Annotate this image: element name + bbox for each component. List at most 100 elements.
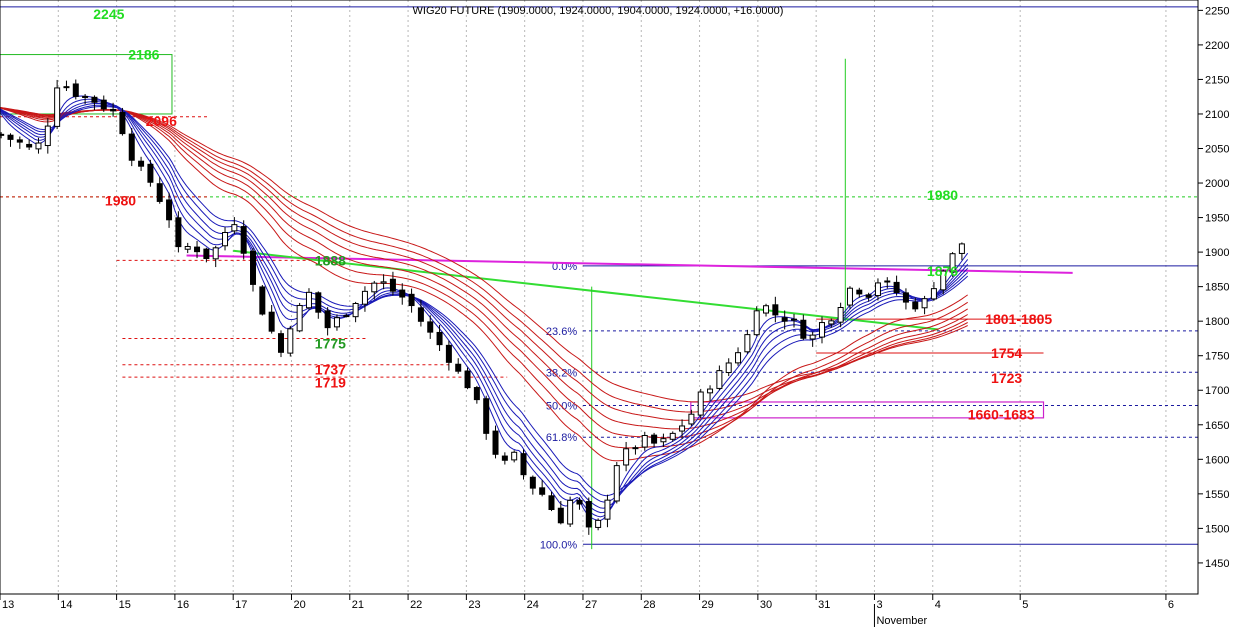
candle-body xyxy=(613,465,620,502)
candle-body xyxy=(464,370,471,389)
candle-body xyxy=(669,432,676,440)
price-annotation: 2096 xyxy=(146,113,177,129)
candle-body xyxy=(315,292,322,313)
candle-body xyxy=(707,388,714,394)
fib-label: 23.6% xyxy=(546,326,577,338)
candle-body xyxy=(492,430,499,455)
x-tick-label: 15 xyxy=(119,599,131,611)
candle-body xyxy=(641,435,648,448)
candle-body xyxy=(250,250,257,285)
candle-body xyxy=(119,111,126,135)
y-tick-label: 2050 xyxy=(1205,144,1229,156)
x-tick-label: 28 xyxy=(643,599,655,611)
y-tick-label: 2000 xyxy=(1205,178,1229,190)
candle-body xyxy=(865,294,872,298)
candle-body xyxy=(371,282,378,293)
candle-body xyxy=(688,413,695,425)
candle-body xyxy=(128,133,135,161)
candle-body xyxy=(921,298,928,309)
candle-body xyxy=(576,499,583,505)
y-tick-label: 1600 xyxy=(1205,454,1229,466)
candle-body xyxy=(725,362,732,374)
candle-body xyxy=(511,451,518,461)
price-annotation: 2186 xyxy=(128,47,159,63)
y-tick-label: 2100 xyxy=(1205,109,1229,121)
y-tick-label: 1750 xyxy=(1205,351,1229,363)
candle-body xyxy=(408,293,415,307)
guide-lines: 0.0%23.6%38.2%50.0%61.8%100.0% xyxy=(0,6,1198,551)
candle-body xyxy=(445,344,452,363)
y-tick-label: 1700 xyxy=(1205,385,1229,397)
green-range-box xyxy=(0,54,173,115)
candle-body xyxy=(595,519,602,528)
y-tick-label: 2150 xyxy=(1205,74,1229,86)
candle-body xyxy=(16,139,23,143)
candle-body xyxy=(846,287,853,306)
candle-body xyxy=(44,125,51,147)
candle-body xyxy=(35,142,42,150)
candle-body xyxy=(483,398,490,434)
trend-line-green xyxy=(233,249,939,331)
candle-body xyxy=(660,438,667,443)
candle-body xyxy=(874,282,881,297)
candle-body xyxy=(175,217,182,248)
candle-body xyxy=(231,224,238,232)
y-tick-label: 1900 xyxy=(1205,247,1229,259)
candle-body xyxy=(791,318,798,321)
candle-body xyxy=(26,143,33,148)
candle-body xyxy=(893,281,900,294)
ma-fast-line xyxy=(0,98,969,518)
candle-body xyxy=(697,391,704,416)
candle-body xyxy=(828,320,835,325)
ma-slow-line xyxy=(0,107,968,413)
x-tick-label: 21 xyxy=(352,599,364,611)
candle-body xyxy=(529,476,536,489)
candle-body xyxy=(166,199,173,221)
candle-body xyxy=(72,83,79,97)
ma-slow-line xyxy=(0,107,968,439)
candle-body xyxy=(930,288,937,300)
candle-body xyxy=(184,246,191,250)
ma-slow-line xyxy=(0,107,968,403)
candle-body xyxy=(539,487,546,495)
candle-body xyxy=(156,183,163,202)
ma-slow-line xyxy=(0,107,968,462)
x-tick-label: 4 xyxy=(935,599,941,611)
candle-body xyxy=(222,231,229,247)
candle-body xyxy=(296,304,303,332)
y-tick-label: 1950 xyxy=(1205,213,1229,225)
candle-body xyxy=(0,133,5,136)
candle-body xyxy=(958,243,965,254)
candle-body xyxy=(212,247,219,260)
candle-body xyxy=(343,315,350,318)
grid-lines xyxy=(0,0,1167,594)
trend-line-magenta xyxy=(186,254,1073,274)
x-tick-label: 31 xyxy=(818,599,830,611)
candle-body xyxy=(837,307,844,323)
ma-slow-line xyxy=(0,107,968,421)
candle-body xyxy=(287,328,294,354)
candle-body xyxy=(520,453,527,476)
candle-body xyxy=(651,434,658,444)
candle-body xyxy=(417,307,424,322)
candle-body xyxy=(380,281,387,284)
price-annotation: 1723 xyxy=(991,370,1022,386)
candle-body xyxy=(548,495,555,511)
magenta-range-box xyxy=(690,401,1045,419)
candle-body xyxy=(194,246,201,253)
candle-body xyxy=(138,160,145,167)
candle-body xyxy=(268,311,275,332)
candle-body xyxy=(399,289,406,298)
y-tick-label: 1450 xyxy=(1205,558,1229,570)
candle-body xyxy=(912,301,919,310)
y-tick-label: 2200 xyxy=(1205,40,1229,52)
candle-body xyxy=(54,87,61,127)
moving-average-ribbons xyxy=(0,95,969,522)
x-month-label: November xyxy=(876,615,927,627)
y-tick-label: 1650 xyxy=(1205,420,1229,432)
x-tick-label: 13 xyxy=(2,599,14,611)
candle-body xyxy=(305,291,312,309)
candle-body xyxy=(203,248,210,260)
candle-body xyxy=(91,96,98,103)
